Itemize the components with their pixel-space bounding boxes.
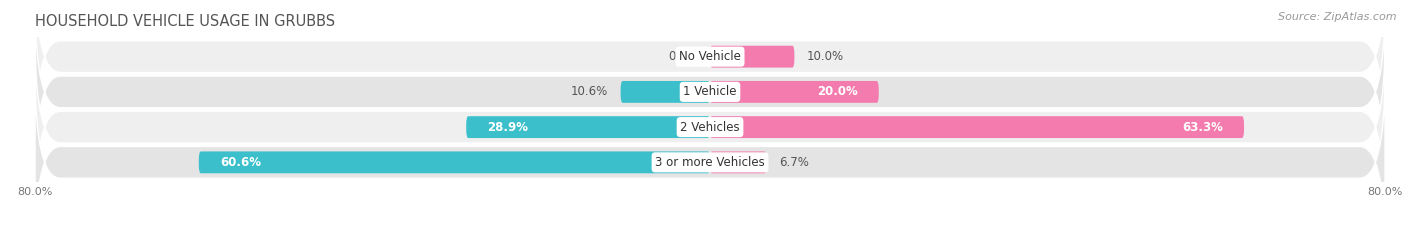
FancyBboxPatch shape (198, 151, 710, 173)
FancyBboxPatch shape (710, 46, 794, 68)
Text: 10.6%: 10.6% (571, 85, 607, 98)
Text: 6.7%: 6.7% (779, 156, 808, 169)
Legend: Owner-occupied, Renter-occupied: Owner-occupied, Renter-occupied (586, 229, 834, 233)
Text: 60.6%: 60.6% (219, 156, 262, 169)
Text: 28.9%: 28.9% (488, 121, 529, 134)
Text: 10.0%: 10.0% (807, 50, 844, 63)
FancyBboxPatch shape (35, 37, 1385, 217)
Text: 3 or more Vehicles: 3 or more Vehicles (655, 156, 765, 169)
FancyBboxPatch shape (620, 81, 710, 103)
FancyBboxPatch shape (35, 2, 1385, 182)
Text: HOUSEHOLD VEHICLE USAGE IN GRUBBS: HOUSEHOLD VEHICLE USAGE IN GRUBBS (35, 14, 335, 29)
Text: 63.3%: 63.3% (1182, 121, 1223, 134)
FancyBboxPatch shape (710, 81, 879, 103)
Text: 0.0%: 0.0% (668, 50, 697, 63)
FancyBboxPatch shape (467, 116, 710, 138)
Text: No Vehicle: No Vehicle (679, 50, 741, 63)
Text: 20.0%: 20.0% (817, 85, 858, 98)
FancyBboxPatch shape (710, 151, 766, 173)
Text: Source: ZipAtlas.com: Source: ZipAtlas.com (1278, 12, 1396, 22)
FancyBboxPatch shape (710, 116, 1244, 138)
FancyBboxPatch shape (35, 72, 1385, 233)
Text: 2 Vehicles: 2 Vehicles (681, 121, 740, 134)
Text: 1 Vehicle: 1 Vehicle (683, 85, 737, 98)
FancyBboxPatch shape (35, 0, 1385, 147)
